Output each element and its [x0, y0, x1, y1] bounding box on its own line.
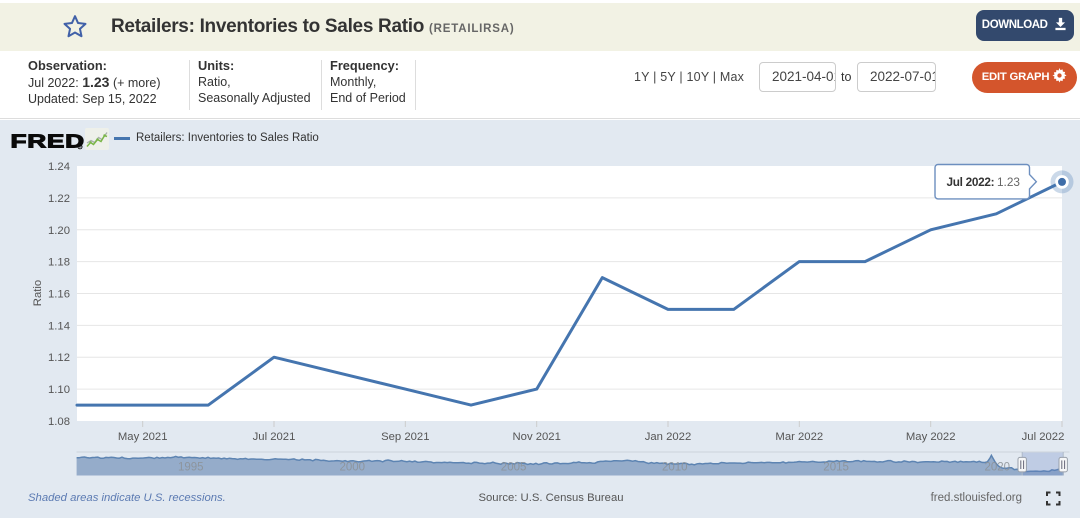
svg-text:1995: 1995	[178, 462, 204, 474]
svg-text:1.23: 1.23	[997, 175, 1020, 189]
svg-text:Jul 2022:: Jul 2022:	[947, 175, 995, 189]
svg-text:2020: 2020	[985, 462, 1011, 474]
svg-text:Mar 2022: Mar 2022	[775, 431, 823, 443]
svg-text:Sep 2021: Sep 2021	[381, 431, 429, 443]
svg-text:2005: 2005	[501, 462, 527, 474]
svg-text:1.22: 1.22	[48, 193, 70, 205]
svg-text:fred.stlouisfed.org: fred.stlouisfed.org	[931, 492, 1022, 504]
svg-text:Jan 2022: Jan 2022	[645, 431, 691, 443]
svg-text:1.24: 1.24	[48, 161, 70, 173]
svg-text:1.08: 1.08	[48, 416, 70, 428]
svg-text:1.14: 1.14	[48, 320, 70, 332]
svg-text:R: R	[79, 145, 82, 150]
svg-text:May 2021: May 2021	[118, 431, 168, 443]
svg-text:Jul 2021: Jul 2021	[253, 431, 296, 443]
svg-text:FRED: FRED	[11, 130, 85, 151]
svg-text:May 2022: May 2022	[906, 431, 956, 443]
svg-text:Source: U.S. Census Bureau: Source: U.S. Census Bureau	[478, 492, 623, 504]
svg-text:2015: 2015	[823, 462, 849, 474]
svg-text:Jul 2022: Jul 2022	[1022, 431, 1065, 443]
svg-text:Nov 2021: Nov 2021	[513, 431, 561, 443]
svg-text:Shaded areas indicate U.S. rec: Shaded areas indicate U.S. recessions.	[28, 492, 226, 504]
svg-text:1.20: 1.20	[48, 225, 70, 237]
svg-text:1.16: 1.16	[48, 289, 70, 301]
svg-text:1.10: 1.10	[48, 384, 70, 396]
svg-text:2000: 2000	[340, 462, 366, 474]
svg-text:1.18: 1.18	[48, 257, 70, 269]
svg-text:2010: 2010	[662, 462, 688, 474]
svg-text:1.12: 1.12	[48, 352, 70, 364]
